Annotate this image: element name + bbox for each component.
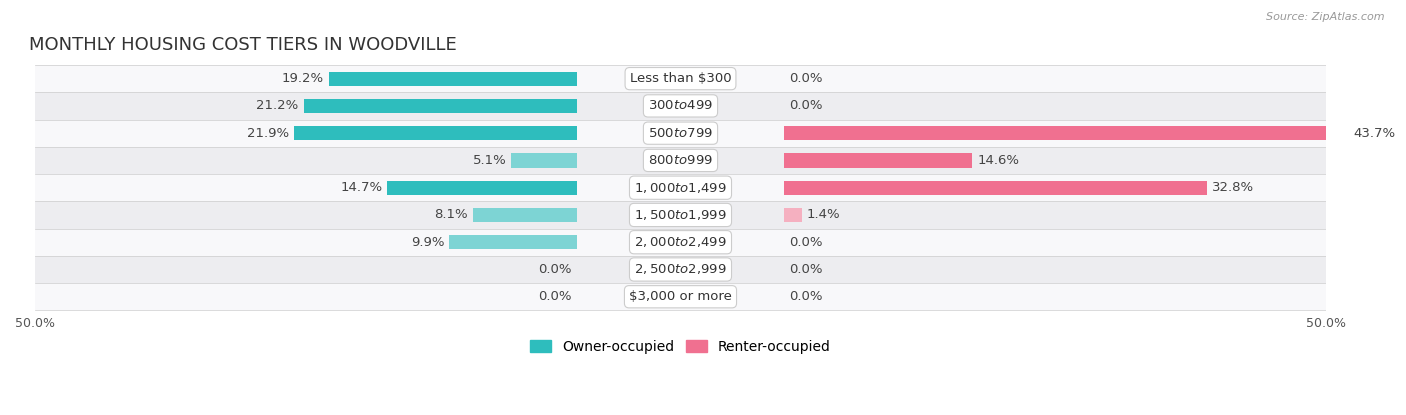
Bar xyxy=(450,235,578,249)
Text: 32.8%: 32.8% xyxy=(1212,181,1254,194)
Text: 0.0%: 0.0% xyxy=(789,263,823,276)
Bar xyxy=(388,181,578,195)
Text: Source: ZipAtlas.com: Source: ZipAtlas.com xyxy=(1267,12,1385,22)
Text: 5.1%: 5.1% xyxy=(472,154,506,167)
FancyBboxPatch shape xyxy=(22,120,1339,147)
Text: $3,000 or more: $3,000 or more xyxy=(628,290,733,303)
Text: 0.0%: 0.0% xyxy=(789,236,823,249)
Bar xyxy=(472,208,578,222)
FancyBboxPatch shape xyxy=(22,256,1339,283)
Bar xyxy=(783,181,1208,195)
Text: 0.0%: 0.0% xyxy=(789,290,823,303)
Text: $500 to $799: $500 to $799 xyxy=(648,127,713,140)
Text: 21.2%: 21.2% xyxy=(256,100,298,112)
Text: 0.0%: 0.0% xyxy=(538,263,572,276)
Text: Less than $300: Less than $300 xyxy=(630,72,731,85)
Text: $800 to $999: $800 to $999 xyxy=(648,154,713,167)
FancyBboxPatch shape xyxy=(22,174,1339,201)
FancyBboxPatch shape xyxy=(22,283,1339,310)
Text: 19.2%: 19.2% xyxy=(283,72,325,85)
Text: 9.9%: 9.9% xyxy=(411,236,444,249)
Text: 8.1%: 8.1% xyxy=(434,208,467,222)
Text: 0.0%: 0.0% xyxy=(789,72,823,85)
Bar xyxy=(304,99,578,113)
FancyBboxPatch shape xyxy=(22,201,1339,229)
Text: 43.7%: 43.7% xyxy=(1353,127,1395,140)
Text: 14.6%: 14.6% xyxy=(977,154,1019,167)
Text: $1,500 to $1,999: $1,500 to $1,999 xyxy=(634,208,727,222)
Text: $1,000 to $1,499: $1,000 to $1,499 xyxy=(634,181,727,195)
FancyBboxPatch shape xyxy=(22,147,1339,174)
Legend: Owner-occupied, Renter-occupied: Owner-occupied, Renter-occupied xyxy=(524,334,837,359)
Text: 0.0%: 0.0% xyxy=(538,290,572,303)
FancyBboxPatch shape xyxy=(22,65,1339,92)
Bar xyxy=(783,153,973,168)
Bar xyxy=(294,126,578,140)
FancyBboxPatch shape xyxy=(22,229,1339,256)
Text: 0.0%: 0.0% xyxy=(789,100,823,112)
Text: 14.7%: 14.7% xyxy=(340,181,382,194)
Text: $300 to $499: $300 to $499 xyxy=(648,100,713,112)
Bar xyxy=(783,208,801,222)
Text: $2,500 to $2,999: $2,500 to $2,999 xyxy=(634,262,727,276)
Bar xyxy=(783,126,1348,140)
Text: $2,000 to $2,499: $2,000 to $2,499 xyxy=(634,235,727,249)
Bar xyxy=(512,153,578,168)
Text: 21.9%: 21.9% xyxy=(247,127,290,140)
FancyBboxPatch shape xyxy=(22,92,1339,120)
Text: 1.4%: 1.4% xyxy=(807,208,841,222)
Bar xyxy=(329,71,578,86)
Text: MONTHLY HOUSING COST TIERS IN WOODVILLE: MONTHLY HOUSING COST TIERS IN WOODVILLE xyxy=(28,36,457,54)
